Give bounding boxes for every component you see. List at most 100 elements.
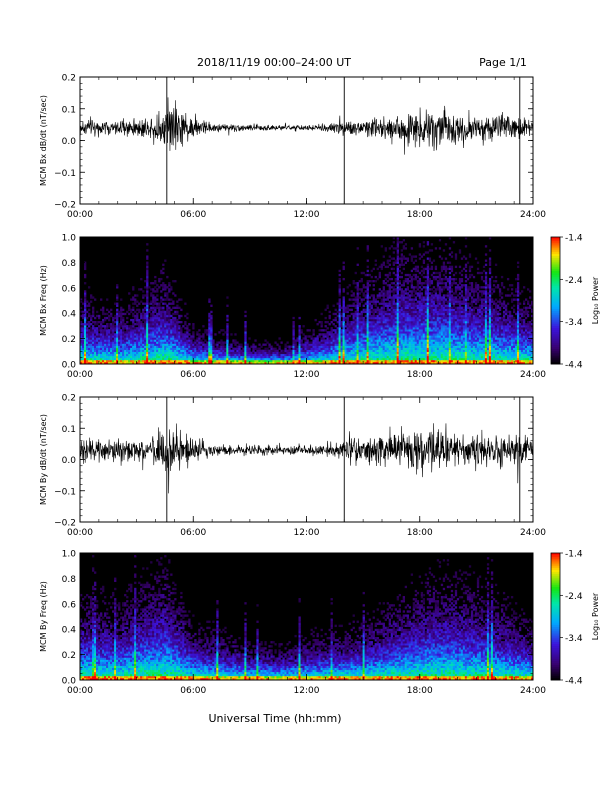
heatmap-cell — [226, 325, 229, 328]
heatmap-cell — [192, 349, 195, 353]
heatmap-cell — [340, 339, 343, 342]
heatmap-cell — [368, 353, 371, 357]
heatmap-cell — [444, 357, 448, 361]
heatmap-cell — [372, 308, 375, 312]
heatmap-cell — [134, 335, 137, 338]
heatmap-cell — [400, 314, 404, 318]
heatmap-cell — [330, 359, 333, 363]
heatmap-cell — [440, 333, 444, 336]
heatmap-cell — [130, 308, 133, 312]
heatmap-cell — [192, 351, 195, 355]
heatmap-cell — [400, 351, 404, 355]
heatmap-cell — [392, 347, 395, 350]
heatmap-cell — [386, 308, 389, 312]
heatmap-cell — [384, 347, 387, 350]
heatmap-cell — [386, 325, 389, 328]
heatmap-cell — [430, 300, 434, 303]
heatmap-cell — [418, 308, 422, 312]
heatmap-cell — [364, 314, 367, 318]
heatmap-cell — [322, 357, 325, 361]
heatmap-cell — [418, 333, 422, 336]
heatmap-cell — [102, 349, 105, 353]
heatmap-cell — [356, 292, 359, 295]
heatmap-cell — [452, 318, 456, 322]
heatmap-cell — [432, 349, 436, 353]
heatmap-cell — [438, 333, 442, 336]
heatmap-cell — [242, 351, 245, 355]
heatmap-cell — [120, 335, 123, 338]
heatmap-cell — [438, 275, 442, 279]
heatmap-cell — [86, 323, 89, 326]
heatmap-cell — [344, 329, 347, 332]
heatmap-cell — [162, 355, 165, 359]
heatmap-cell — [208, 335, 211, 338]
heatmap-cell — [386, 333, 389, 336]
heatmap-cell — [428, 359, 432, 363]
heatmap-cell — [436, 316, 440, 320]
heatmap-cell — [352, 339, 355, 342]
heatmap-cell — [108, 357, 111, 361]
heatmap-cell — [352, 294, 355, 297]
heatmap-cell — [232, 355, 235, 359]
heatmap-cell — [444, 306, 448, 309]
heatmap-cell — [80, 300, 83, 303]
heatmap-cell — [268, 361, 271, 364]
heatmap-cell — [370, 294, 373, 297]
heatmap-cell — [254, 355, 257, 359]
heatmap-cell — [360, 347, 363, 350]
heatmap-cell — [244, 357, 247, 361]
heatmap-cell — [142, 331, 145, 334]
heatmap-cell — [450, 357, 454, 361]
heatmap-cell — [92, 339, 95, 342]
heatmap-cell — [370, 353, 373, 357]
heatmap-cell — [106, 339, 109, 342]
heatmap-cell — [402, 280, 406, 283]
heatmap-cell — [436, 314, 440, 318]
heatmap-cell — [384, 298, 387, 301]
heatmap-cell — [234, 339, 237, 342]
heatmap-cell — [172, 339, 175, 342]
heatmap-cell — [388, 273, 391, 277]
heatmap-cell — [344, 359, 347, 363]
heatmap-cell — [352, 361, 355, 364]
heatmap-cell — [160, 314, 163, 318]
heatmap-cell — [410, 359, 414, 363]
heatmap-cell — [178, 359, 181, 363]
heatmap-cell — [446, 310, 450, 314]
heatmap-cell — [416, 337, 420, 340]
heatmap-cell — [320, 337, 323, 340]
heatmap-cell — [382, 359, 385, 363]
heatmap-cell — [420, 292, 424, 295]
heatmap-cell — [402, 335, 406, 338]
heatmap-cell — [384, 314, 387, 318]
heatmap-cell — [408, 359, 412, 363]
heatmap-cell — [356, 353, 359, 357]
heatmap-cell — [156, 284, 159, 287]
heatmap-cell — [170, 327, 173, 330]
heatmap-cell — [340, 320, 343, 324]
heatmap-cell — [170, 355, 173, 359]
heatmap-cell — [438, 314, 442, 318]
heatmap-cell — [376, 296, 379, 299]
heatmap-cell — [368, 308, 371, 312]
heatmap-cell — [154, 314, 157, 318]
heatmap-cell — [418, 298, 422, 301]
heatmap-cell — [272, 357, 275, 361]
heatmap-cell — [172, 292, 175, 295]
heatmap-cell — [168, 345, 171, 348]
heatmap-cell — [244, 325, 247, 328]
heatmap-cell — [392, 286, 395, 289]
heatmap-cell — [140, 349, 143, 353]
heatmap-cell — [444, 316, 448, 320]
heatmap-cell — [160, 351, 163, 355]
heatmap-cell — [120, 355, 123, 359]
heatmap-cell — [392, 296, 395, 299]
heatmap-cell — [190, 357, 193, 361]
heatmap-cell — [338, 343, 341, 346]
heatmap-cell — [156, 325, 159, 328]
heatmap-cell — [112, 355, 115, 359]
heatmap-cell — [396, 306, 399, 309]
heatmap-cell — [398, 310, 401, 314]
heatmap-cell — [162, 320, 165, 324]
heatmap-cell — [92, 320, 95, 324]
